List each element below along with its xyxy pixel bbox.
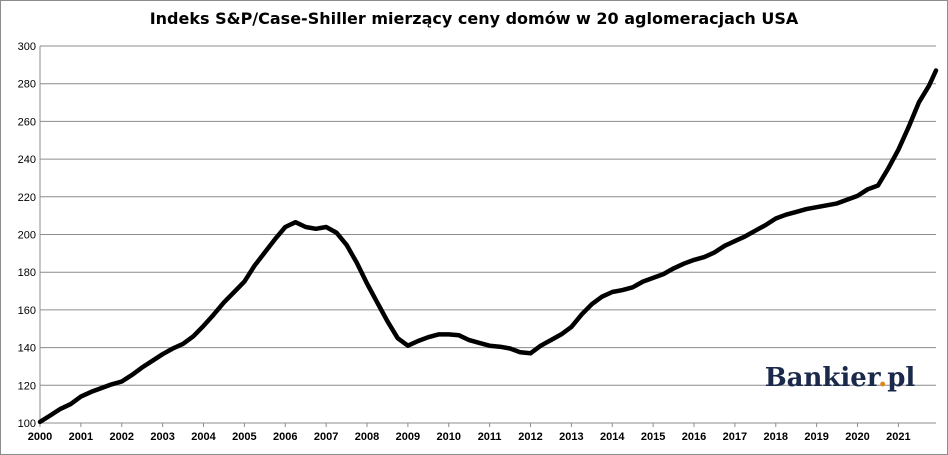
y-tick-label: 200 <box>18 230 36 242</box>
x-tick-label: 2005 <box>232 431 256 443</box>
x-tick-label: 2007 <box>314 431 338 443</box>
x-tick-label: 2019 <box>804 431 828 443</box>
logo-text: Bankier.pl <box>765 363 916 393</box>
bankier-logo: Bankier.pl <box>765 363 916 393</box>
logo-dot: . <box>878 363 887 393</box>
chart-title: Indeks S&P/Case-Shiller mierzący ceny do… <box>150 9 799 28</box>
y-tick-label: 260 <box>18 116 36 128</box>
x-axis: 2000 2001 2002 2003 2004 2005 2006 2007 2008 2009… <box>28 423 911 443</box>
x-tick-label: 2008 <box>355 431 379 443</box>
y-tick-label: 180 <box>18 267 36 279</box>
x-tick-label: 2014 <box>600 431 625 443</box>
x-tick-label: 2003 <box>150 431 174 443</box>
logo-tld: pl <box>887 363 915 393</box>
x-tick-label: 2011 <box>478 431 502 443</box>
x-tick-label: 2018 <box>764 431 788 443</box>
x-tick-label: 2006 <box>273 431 297 443</box>
y-tick-label: 220 <box>18 192 36 204</box>
y-tick-label: 140 <box>18 343 36 355</box>
x-tick-label: 2012 <box>518 431 542 443</box>
y-tick-label: 100 <box>18 418 36 430</box>
x-tick-label: 2001 <box>69 431 93 443</box>
y-tick-label: 120 <box>18 380 36 392</box>
x-tick-label: 2017 <box>723 431 747 443</box>
logo-main: Bankier <box>765 363 881 393</box>
y-tick-label: 160 <box>18 305 36 317</box>
series-line-0 <box>37 68 939 425</box>
x-tick-label: 2021 <box>886 431 910 443</box>
y-tick-label: 280 <box>18 79 36 91</box>
x-tick-label: 2016 <box>682 431 706 443</box>
x-tick-label: 2020 <box>845 431 869 443</box>
x-tick-label: 2009 <box>396 431 420 443</box>
x-tick-label: 2013 <box>559 431 583 443</box>
x-tick-label: 2004 <box>191 431 216 443</box>
y-tick-label: 300 <box>18 41 36 53</box>
x-tick-label: 2015 <box>641 431 665 443</box>
y-axis: 100 120 140 160 180 200 220 240 260 280 300 <box>18 41 36 430</box>
x-tick-label: 2010 <box>437 431 461 443</box>
series-group <box>37 68 939 425</box>
x-tick-label: 2002 <box>110 431 134 443</box>
y-tick-label: 240 <box>18 154 36 166</box>
x-tick-label: 2000 <box>28 431 52 443</box>
grid <box>39 45 936 424</box>
